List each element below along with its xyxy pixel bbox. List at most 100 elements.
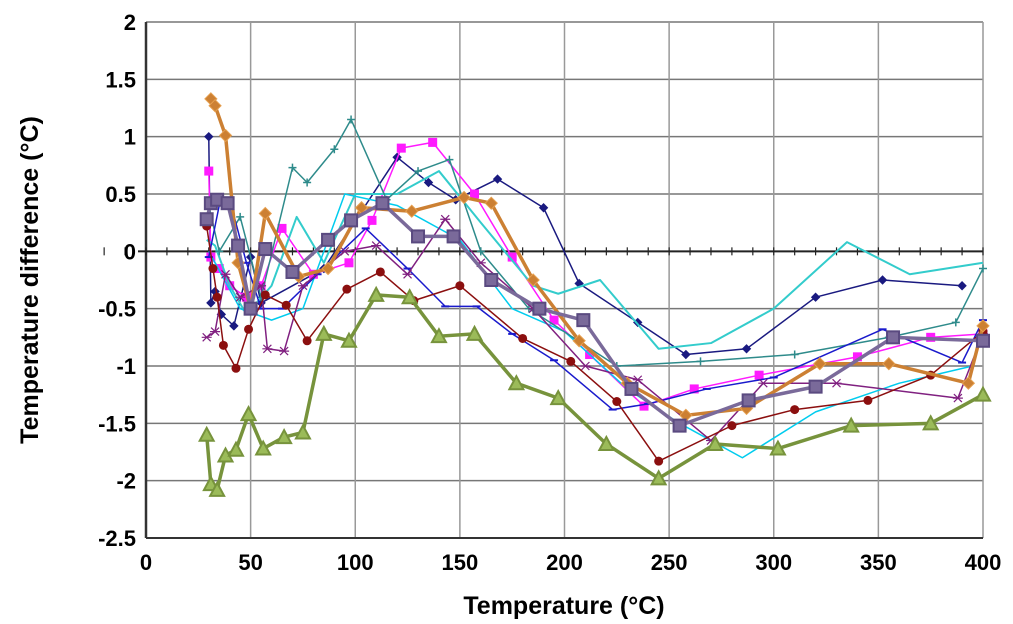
data-point <box>262 344 273 354</box>
data-point <box>696 357 705 366</box>
series-line <box>205 225 984 462</box>
data-point <box>239 405 258 422</box>
x-tick-label: 250 <box>651 550 688 575</box>
data-point <box>689 384 699 394</box>
data-point <box>231 238 246 253</box>
data-point <box>976 333 990 348</box>
data-point <box>375 267 385 277</box>
data-point <box>367 285 385 302</box>
data-point <box>580 361 591 371</box>
data-point <box>208 98 222 113</box>
data-point <box>231 363 241 373</box>
data-point <box>672 418 687 433</box>
data-point <box>371 241 382 251</box>
data-point <box>218 340 228 350</box>
series-5 <box>204 115 987 370</box>
data-point <box>597 434 616 451</box>
x-tick-label: 200 <box>546 550 583 575</box>
data-point <box>411 229 426 244</box>
data-point <box>532 301 547 316</box>
data-point <box>199 212 214 227</box>
y-tick-label: 0.5 <box>105 182 136 207</box>
data-point <box>484 273 499 287</box>
data-point <box>285 264 300 279</box>
data-point <box>922 414 940 431</box>
data-point <box>208 480 226 497</box>
data-point <box>277 223 287 233</box>
data-point <box>979 264 987 273</box>
data-point <box>566 356 576 366</box>
data-point <box>423 177 434 188</box>
data-point <box>455 281 465 291</box>
data-point <box>952 393 963 403</box>
x-tick-label: 50 <box>238 550 262 575</box>
data-point <box>813 356 827 371</box>
data-point <box>831 378 842 388</box>
data-point <box>445 155 454 164</box>
y-tick-label: -0.5 <box>98 297 136 322</box>
data-point <box>492 174 503 184</box>
series-layer <box>198 92 992 497</box>
series-8 <box>202 221 988 466</box>
y-tick-label: -1.5 <box>98 411 136 436</box>
data-point <box>882 356 896 371</box>
data-point <box>526 273 540 287</box>
data-point <box>465 324 484 341</box>
data-point <box>457 190 471 205</box>
data-point <box>808 379 823 394</box>
data-point <box>302 336 312 346</box>
data-point <box>741 344 752 354</box>
data-point <box>297 281 308 291</box>
data-point <box>235 292 246 302</box>
data-point <box>244 324 254 334</box>
data-point <box>344 258 354 268</box>
data-point <box>769 439 787 456</box>
series-line <box>208 198 984 411</box>
x-tick-labels: 0 50 100 150 200 250 300 350 400 <box>140 550 1001 575</box>
data-point <box>204 166 214 176</box>
data-point <box>507 374 526 391</box>
data-point <box>254 439 272 456</box>
data-point <box>258 242 273 257</box>
data-point <box>218 128 233 143</box>
data-point <box>440 214 451 224</box>
x-tick-label: 350 <box>860 550 897 575</box>
data-point <box>396 143 406 153</box>
x-tick-label: 0 <box>140 550 152 575</box>
data-point <box>951 318 960 327</box>
y-tick-label: 1.5 <box>105 67 136 92</box>
data-point <box>470 189 480 199</box>
data-point <box>281 300 291 310</box>
data-point <box>790 350 799 359</box>
data-point <box>576 313 591 328</box>
data-point <box>961 376 976 390</box>
data-point <box>344 213 359 228</box>
data-point <box>321 261 335 276</box>
data-point <box>886 330 901 345</box>
series-2 <box>204 137 988 411</box>
x-tick-label: 100 <box>337 550 374 575</box>
data-point <box>518 333 528 343</box>
data-point <box>405 204 419 218</box>
data-point <box>877 275 888 285</box>
data-point <box>201 332 212 342</box>
data-point <box>347 115 356 124</box>
data-point <box>227 440 245 457</box>
data-point <box>315 324 333 341</box>
series-line <box>204 197 984 428</box>
data-point <box>654 456 664 466</box>
data-point <box>375 196 390 211</box>
y-tick-label: 1 <box>124 125 136 150</box>
data-point <box>258 206 272 221</box>
x-tick-label: 150 <box>442 550 479 575</box>
data-point <box>204 131 214 142</box>
data-point <box>342 284 352 294</box>
series-6 <box>204 198 987 411</box>
data-point <box>236 212 245 221</box>
data-point <box>476 247 485 256</box>
data-point <box>220 196 235 211</box>
data-point <box>340 331 358 348</box>
data-point <box>758 378 769 388</box>
data-point <box>681 349 691 360</box>
